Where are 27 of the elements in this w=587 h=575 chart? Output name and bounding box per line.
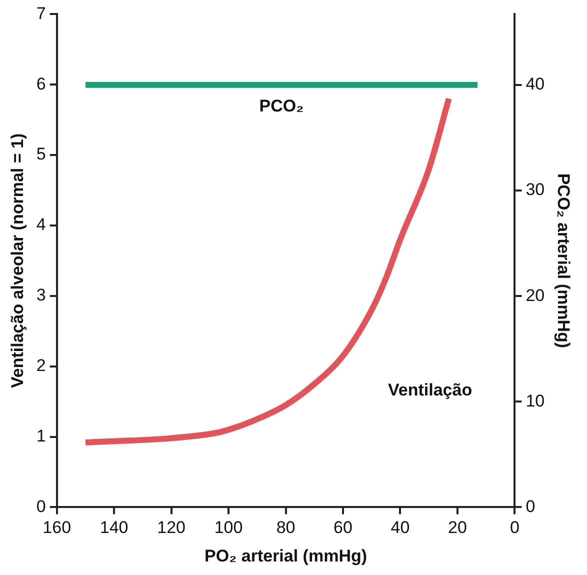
y2-tick-label: 0: [526, 496, 536, 516]
x-tick-label: 60: [334, 518, 352, 538]
y-tick-label: 1: [36, 426, 46, 446]
y-tick-label: 2: [36, 356, 46, 376]
y-tick-label: 0: [36, 496, 46, 516]
x-tick-label: 0: [510, 518, 520, 538]
y-tick-label: 7: [36, 4, 46, 23]
y-tick-label: 6: [36, 74, 46, 94]
x-tick-label: 100: [214, 518, 243, 538]
x-tick-label: 20: [448, 518, 467, 538]
x-axis-title: PO₂ arterial (mmHg): [204, 546, 368, 566]
y2-tick-label: 40: [526, 74, 545, 94]
y-tick-label: 4: [36, 215, 46, 234]
x-tick-label: 40: [390, 518, 410, 538]
x-tick-label: 160: [42, 518, 72, 538]
series-label: PCO₂: [259, 96, 304, 116]
y-tick-label: 5: [36, 144, 46, 164]
y2-axis-title: PCO₂ arterial (mmHg): [554, 173, 574, 348]
y2-tick-label: 30: [526, 180, 545, 200]
x-tick-label: 120: [157, 518, 186, 538]
y-tick-label: 3: [36, 286, 46, 305]
y2-tick-label: 20: [526, 286, 545, 305]
y2-tick-label: 10: [526, 391, 545, 410]
x-tick-label: 140: [100, 518, 128, 538]
y-axis-title: Ventilação alveolar (normal = 1): [8, 133, 27, 388]
x-tick-label: 80: [276, 518, 296, 538]
text: Ventilação: [388, 380, 472, 400]
